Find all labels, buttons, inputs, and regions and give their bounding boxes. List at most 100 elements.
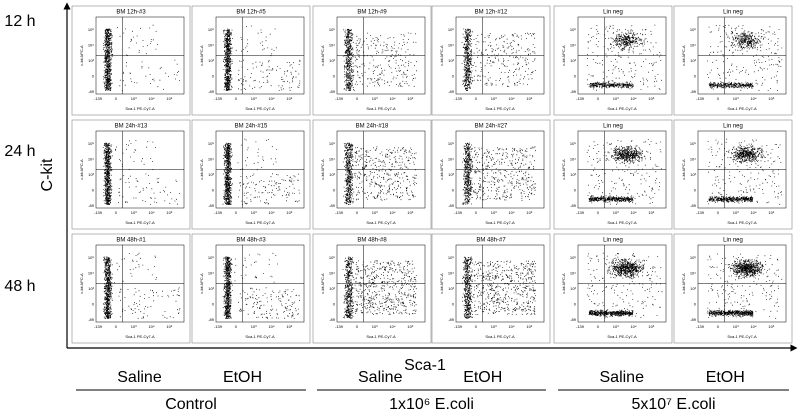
plot-x-label: Sca-1 PE-Cy7-A — [727, 334, 757, 339]
panel-frame — [673, 119, 793, 230]
plot-y-label: c-kit APC-A — [681, 273, 686, 294]
panel-frame — [431, 233, 551, 344]
plot-y-tick: 10⁴ — [448, 157, 454, 162]
plot-x-tick: 0 — [717, 324, 720, 329]
plot-y-tick: 10⁴ — [208, 157, 214, 162]
plot-y-tick: 10⁴ — [329, 43, 335, 48]
plot-x-tick: 10⁵ — [526, 96, 532, 101]
plot-x-label: Sca-1 PE-Cy7-A — [366, 334, 396, 339]
plot-y-label: c-kit APC-A — [561, 273, 566, 294]
plot-x-tick: 10⁴ — [389, 96, 395, 101]
plot-x-tick: 10⁵ — [648, 96, 654, 101]
panel-frame — [191, 233, 311, 344]
plot-x-tick: 10⁵ — [166, 210, 172, 215]
plot-y-tick: -89 — [208, 203, 215, 208]
plot-y-tick: 10⁴ — [208, 43, 214, 48]
plot-x-tick: 0 — [597, 324, 600, 329]
plot-y-tick: 10⁴ — [570, 43, 576, 48]
plot-x-tick: 10³ — [733, 96, 739, 101]
plot-x-tick: 10⁴ — [268, 210, 274, 215]
y-axis-label: C-kit — [39, 158, 56, 191]
plot-x-tick: 0 — [115, 210, 118, 215]
panel-title: BM 24h-#18 — [356, 124, 389, 130]
plot-x-tick: -139 — [214, 324, 223, 329]
plot-y-tick: 10⁵ — [329, 255, 335, 260]
plot-x-tick: 10⁵ — [407, 324, 413, 329]
plot-y-tick: -89 — [690, 89, 697, 94]
plot-y-tick: 10³ — [690, 172, 696, 177]
plot-x-tick: 10⁵ — [768, 210, 774, 215]
plot-y-tick: 10³ — [570, 172, 576, 177]
plot-y-tick: 10³ — [448, 172, 454, 177]
panel-frame — [431, 119, 551, 230]
plot-y-tick: 10⁵ — [570, 141, 576, 146]
plot-x-tick: 10⁴ — [268, 324, 274, 329]
group-label: 5x10⁷ E.coli — [631, 396, 715, 413]
plot-x-label: Sca-1 PE-Cy7-A — [607, 106, 637, 111]
dot-cloud — [706, 253, 783, 319]
plot-y-tick: 10⁵ — [88, 141, 94, 146]
plot-y-tick: 0 — [452, 302, 455, 307]
plot-y-tick: -89 — [329, 317, 336, 322]
plot-y-tick: 10⁴ — [448, 271, 454, 276]
plot-x-tick: -139 — [576, 210, 585, 215]
plot-y-tick: -89 — [448, 317, 455, 322]
column-label: EtOH — [463, 369, 502, 386]
panel-title: Lin neg — [603, 10, 623, 16]
plot-x-tick: -139 — [696, 324, 705, 329]
plot-x-tick: -139 — [335, 324, 344, 329]
plot-y-label: c-kit APC-A — [561, 159, 566, 180]
plot-x-tick: -139 — [94, 96, 103, 101]
plot-x-tick: 0 — [115, 96, 118, 101]
panel-title: Lin neg — [723, 10, 743, 16]
plot-y-tick: 0 — [212, 74, 215, 79]
plot-x-tick: -139 — [576, 96, 585, 101]
plot-x-tick: 0 — [356, 96, 359, 101]
dot-cloud — [586, 24, 662, 91]
plot-y-label: c-kit APC-A — [681, 45, 686, 66]
panel-title: Lin neg — [723, 238, 743, 244]
plot-x-tick: -139 — [454, 210, 463, 215]
plot-y-tick: 10⁴ — [329, 157, 335, 162]
group-label: 1x10⁶ E.coli — [389, 396, 474, 413]
plot-y-tick: 0 — [92, 188, 95, 193]
plot-x-tick: 10⁴ — [389, 210, 395, 215]
plot-x-tick: 10³ — [372, 324, 378, 329]
plot-x-tick: 10⁵ — [166, 96, 172, 101]
plot-y-tick: 10⁴ — [329, 271, 335, 276]
plot-x-tick: -139 — [94, 324, 103, 329]
dot-cloud — [342, 256, 417, 319]
row-label: 12 h — [4, 13, 35, 30]
plot-x-tick: -139 — [696, 96, 705, 101]
plot-y-tick: 0 — [452, 74, 455, 79]
plot-x-tick: 0 — [356, 324, 359, 329]
plot-x-label: Sca-1 PE-Cy7-A — [245, 220, 275, 225]
panel-title: BM 48h-#1 — [116, 238, 146, 244]
plot-y-tick: 0 — [92, 302, 95, 307]
dot-cloud — [343, 28, 417, 91]
plot-x-tick: 0 — [235, 96, 238, 101]
panel-title: Lin neg — [723, 124, 743, 130]
plot-y-label: c-kit APC-A — [320, 273, 325, 294]
panel-title: BM 12h-#12 — [475, 10, 508, 16]
plot-x-tick: 10⁵ — [286, 210, 292, 215]
plot-y-tick: -89 — [570, 317, 577, 322]
plot-x-tick: 10³ — [733, 210, 739, 215]
plot-x-tick: -139 — [94, 210, 103, 215]
plot-x-label: Sca-1 PE-Cy7-A — [485, 106, 515, 111]
plot-y-tick: 10⁵ — [88, 27, 94, 32]
plot-y-label: c-kit APC-A — [439, 45, 444, 66]
row-label: 24 h — [4, 143, 35, 160]
plot-y-tick: 0 — [333, 302, 336, 307]
panel-title: BM 12h-#9 — [357, 10, 387, 16]
plot-x-tick: 10⁴ — [630, 96, 636, 101]
plot-y-label: c-kit APC-A — [79, 273, 84, 294]
plot-y-tick: 10³ — [208, 286, 214, 291]
plot-x-tick: 10⁴ — [630, 324, 636, 329]
plot-y-label: c-kit APC-A — [561, 45, 566, 66]
plot-x-tick: 10³ — [131, 210, 137, 215]
plot-y-tick: -89 — [690, 203, 697, 208]
panel-title: BM 12h-#5 — [236, 10, 266, 16]
dot-cloud — [586, 139, 662, 205]
